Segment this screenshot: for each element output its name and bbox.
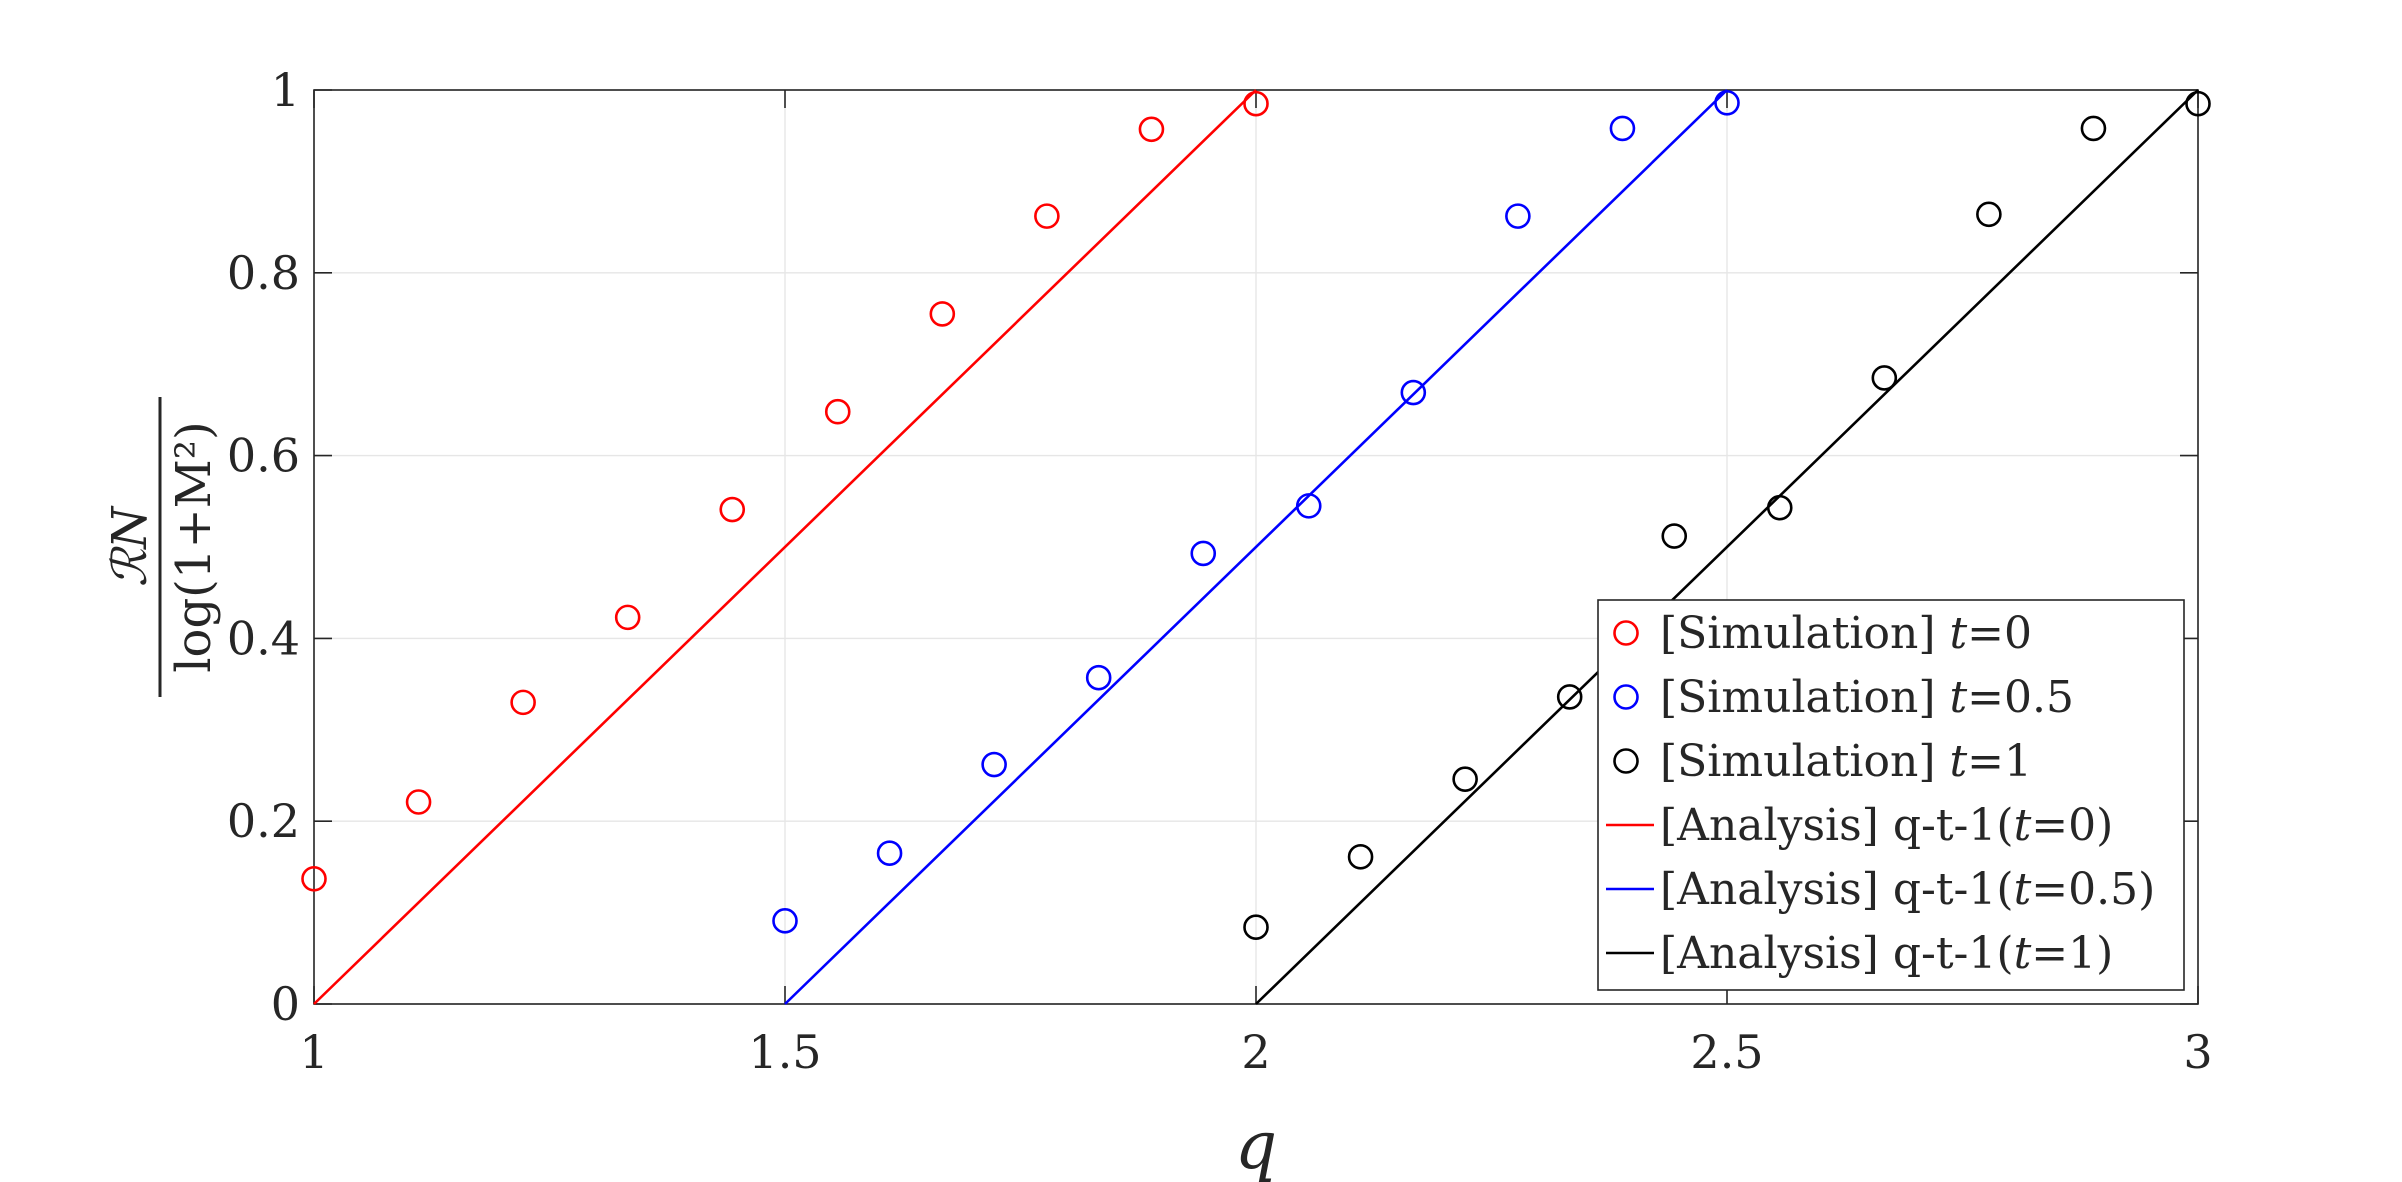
- legend-item: [Analysis] q-t-1(t=0.5): [1606, 864, 2155, 915]
- legend-item: [Simulation] t=0.5: [1613, 672, 2074, 723]
- data-point-simulation-t-0-5: [1190, 540, 1217, 567]
- data-point-simulation-t-1: [1661, 523, 1688, 549]
- data-point-simulation-t-0-5: [981, 751, 1007, 778]
- y-axis-title: ℛN log(1+M²): [102, 397, 222, 697]
- y-tick-label: 1: [271, 63, 300, 117]
- legend-item: [Analysis] q-t-1(t=0): [1606, 800, 2113, 851]
- y-axis-title-numerator: ℛN: [102, 505, 158, 587]
- x-tick-label: 1.5: [748, 1025, 821, 1079]
- data-point-simulation-t-0: [824, 398, 851, 425]
- data-point-simulation-t-1: [1766, 494, 1793, 521]
- analysis-line-analysis-q-t-1-t-0: [313, 89, 1257, 1005]
- y-tick-label: 0.8: [227, 246, 300, 300]
- data-point-simulation-t-1: [1347, 844, 1374, 870]
- data-point-simulation-t-0-5: [1400, 379, 1427, 406]
- legend-label: [Analysis] q-t-1(t=0): [1660, 800, 2113, 851]
- legend-label: [Simulation] t=0: [1660, 608, 2032, 659]
- legend-box: [1597, 599, 2185, 991]
- simulation-markers: [301, 89, 2211, 941]
- legend-item: [Simulation] t=1: [1613, 736, 2032, 787]
- data-point-simulation-t-0-5: [1295, 493, 1322, 519]
- legend-item: [Simulation] t=0: [1613, 608, 2032, 659]
- x-tick-label: 3: [2183, 1025, 2212, 1079]
- y-tick-label: 0.4: [227, 611, 300, 665]
- x-tick-label: 2: [1241, 1025, 1270, 1079]
- data-point-simulation-t-0-5: [1609, 115, 1636, 142]
- data-point-simulation-t-0: [614, 604, 641, 631]
- data-point-simulation-t-0-5: [1505, 203, 1531, 229]
- legend-label: [Analysis] q-t-1(t=1): [1660, 928, 2113, 979]
- legend: [Simulation] t=0 [Simulation] t=0.5 [Simul…: [1597, 599, 2185, 991]
- x-axis-title: q: [1235, 1107, 1277, 1182]
- x-tick-labels: 1 1.5 2 2.5 3: [299, 1025, 2212, 1079]
- data-point-simulation-t-0: [719, 496, 746, 523]
- data-point-simulation-t-0: [1034, 203, 1060, 229]
- x-tick-label: 2.5: [1690, 1025, 1763, 1079]
- data-point-simulation-t-0: [1243, 90, 1269, 117]
- analysis-lines: [313, 89, 2199, 1005]
- legend-marker: [1613, 684, 1639, 710]
- data-point-simulation-t-1: [1243, 914, 1269, 941]
- data-point-simulation-t-1: [1556, 684, 1583, 710]
- data-point-simulation-t-1: [2185, 90, 2211, 117]
- data-point-simulation-t-0: [405, 789, 432, 815]
- data-point-simulation-t-0: [301, 865, 327, 892]
- legend-marker: [1613, 620, 1639, 646]
- legend-items: [Simulation] t=0 [Simulation] t=0.5 [Simul…: [1606, 608, 2155, 979]
- legend-item: [Analysis] q-t-1(t=1): [1606, 928, 2113, 979]
- data-point-simulation-t-0-5: [1085, 664, 1112, 691]
- y-tick-label: 0.6: [227, 429, 300, 483]
- data-point-simulation-t-1: [1871, 365, 1898, 391]
- data-point-simulation-t-0-5: [876, 840, 903, 866]
- data-point-simulation-t-0-5: [772, 908, 798, 934]
- data-point-simulation-t-0-5: [1714, 89, 1740, 116]
- y-tick-label: 0: [271, 977, 300, 1031]
- y-axis-title-denominator: log(1+M²): [166, 421, 222, 673]
- analysis-line-analysis-q-t-1-t-1: [1255, 89, 2199, 1005]
- legend-label: [Simulation] t=1: [1660, 736, 2032, 787]
- data-point-simulation-t-0: [510, 689, 536, 716]
- data-point-simulation-t-1: [1452, 766, 1478, 792]
- data-point-simulation-t-1: [1976, 201, 2002, 228]
- data-point-simulation-t-0: [1138, 116, 1165, 143]
- y-tick-labels: 0 0.2 0.4 0.6 0.8 1: [227, 63, 300, 1031]
- y-tick-label: 0.2: [227, 794, 300, 848]
- data-point-simulation-t-1: [2080, 115, 2107, 142]
- legend-marker: [1613, 748, 1639, 774]
- legend-label: [Analysis] q-t-1(t=0.5): [1660, 864, 2155, 915]
- x-tick-label: 1: [299, 1025, 328, 1079]
- data-point-simulation-t-0: [929, 301, 956, 327]
- legend-label: [Simulation] t=0.5: [1660, 672, 2074, 723]
- analysis-line-analysis-q-t-1-t-0-5: [784, 89, 1728, 1005]
